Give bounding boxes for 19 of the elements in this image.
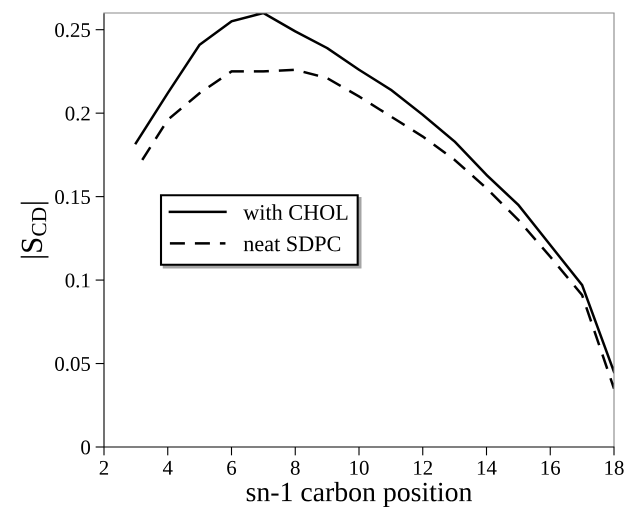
x-tick-label: 10 [350, 460, 369, 475]
y-axis-title: |S$_{CD}$| [20, 202, 48, 258]
x-tick-label: 14 [478, 460, 497, 475]
x-axis-title: sn-1 carbon position [246, 482, 472, 508]
x-tick-label: 18 [605, 460, 624, 475]
x-tick-label: 2 [100, 460, 108, 475]
y-tick-label: 0.05 [55, 356, 90, 372]
x-tick-label: 6 [227, 460, 236, 475]
legend-label: neat SDPC [244, 236, 340, 252]
x-tick-label: 16 [542, 460, 560, 475]
y-tick-label: 0.1 [66, 273, 90, 288]
legend-label: with CHOL [243, 204, 348, 220]
y-tick-label: 0.15 [55, 190, 90, 204]
x-tick-label: 12 [414, 460, 432, 475]
y-tick-label: 0.25 [55, 23, 90, 38]
x-tick-label: 4 [162, 460, 173, 475]
y-tick-label: 0 [81, 440, 90, 454]
y-tick-label: 0.2 [66, 106, 90, 121]
x-tick-label: 8 [290, 460, 300, 475]
